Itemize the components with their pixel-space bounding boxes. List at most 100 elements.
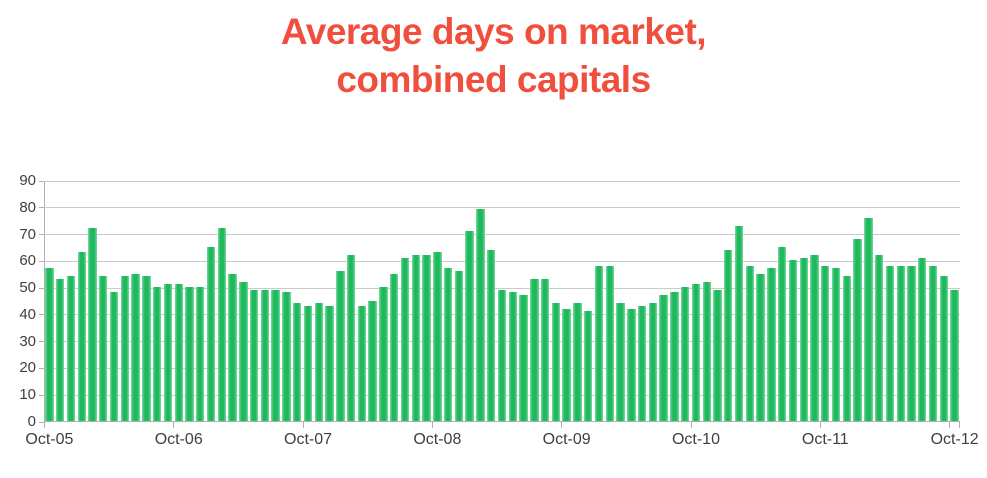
- bar: [260, 289, 270, 421]
- y-axis-tick: [39, 314, 44, 316]
- x-axis-tick: [819, 422, 821, 428]
- y-axis-tick: [39, 394, 44, 396]
- bar: [476, 209, 485, 421]
- bar: [648, 303, 658, 421]
- y-axis-tick-label: 90: [19, 172, 36, 189]
- bar: [519, 295, 528, 421]
- bar: [487, 249, 496, 421]
- x-axis-tick-label: Oct-06: [154, 431, 203, 448]
- x-axis-tick: [173, 422, 175, 428]
- bar: [853, 238, 862, 421]
- x-axis-tick-label: Oct-07: [284, 431, 333, 448]
- bar: [874, 254, 884, 421]
- y-axis-tick: [39, 341, 44, 343]
- y-axis-tick-label: 70: [19, 225, 36, 243]
- y-axis-tick: [39, 180, 44, 182]
- bar-chart: 0 10 20 30 40 50 60 70 80 90 Oct-05 Oct-06 Oct-07 Oc…: [0, 172, 987, 471]
- bar: [659, 295, 668, 421]
- x-axis-tick: [44, 422, 45, 428]
- bar: [185, 287, 194, 421]
- y-axis-tick-label: 40: [19, 305, 36, 323]
- bar: [174, 284, 183, 421]
- bar: [368, 300, 377, 421]
- bar: [540, 279, 550, 421]
- bar: [551, 303, 561, 421]
- bar: [314, 303, 323, 421]
- bar: [217, 228, 226, 421]
- gridline: [44, 260, 960, 262]
- bar: [282, 292, 291, 421]
- bar: [271, 289, 280, 421]
- y-axis-tick-label: 30: [19, 332, 36, 350]
- bar: [799, 257, 808, 421]
- x-axis-tick-label: Oct-10: [671, 431, 720, 448]
- bar: [346, 254, 356, 421]
- x-axis-tick: [561, 422, 563, 428]
- bar: [390, 273, 399, 421]
- bar: [357, 305, 367, 421]
- bar: [249, 289, 259, 421]
- bar: [422, 254, 431, 421]
- gridline: [44, 180, 960, 182]
- bar: [756, 273, 765, 421]
- bar: [627, 308, 636, 421]
- y-axis-tick-label: 0: [27, 413, 36, 430]
- x-axis-tick-label: Oct-11: [801, 431, 849, 448]
- bar: [163, 284, 173, 421]
- bar: [702, 281, 711, 421]
- y-axis-line: [44, 181, 45, 422]
- y-axis-tick: [39, 207, 44, 209]
- bar: [465, 230, 474, 421]
- bar: [918, 257, 927, 421]
- bar: [239, 281, 248, 421]
- bar: [734, 225, 744, 421]
- x-axis-tick: [959, 422, 960, 428]
- y-axis-tick: [39, 287, 44, 289]
- bar: [443, 268, 453, 421]
- bar: [77, 252, 86, 421]
- x-axis-tick-labels: Oct-05 Oct-06 Oct-07 Oct-08 Oct-09 Oct-10 Oct-…: [25, 431, 978, 453]
- bar: [433, 252, 442, 421]
- bar: [228, 273, 237, 421]
- bar: [336, 271, 345, 421]
- gridline: [44, 287, 960, 289]
- bar: [99, 276, 108, 421]
- bar: [379, 287, 388, 421]
- bar: [55, 279, 65, 421]
- x-axis-tick-label: Oct-08: [413, 431, 462, 448]
- gridline: [44, 234, 960, 236]
- bar: [293, 303, 302, 421]
- bar: [885, 265, 895, 421]
- bar: [842, 276, 852, 421]
- x-axis-tick: [431, 422, 433, 428]
- plot-area: [39, 180, 960, 428]
- bar: [325, 305, 334, 421]
- chart-title-line1: Average days on market,: [280, 11, 707, 52]
- bar: [530, 279, 539, 421]
- x-axis-tick: [302, 422, 304, 428]
- bar: [896, 265, 905, 421]
- bar: [400, 257, 410, 421]
- y-axis-tick-label: 50: [19, 279, 36, 297]
- gridline: [44, 207, 960, 209]
- bar: [411, 254, 420, 421]
- bar: [562, 308, 571, 421]
- bar: [120, 276, 129, 421]
- y-axis-tick: [39, 260, 44, 262]
- bar: [831, 268, 841, 421]
- x-axis-tick: [949, 422, 951, 428]
- y-axis-tick: [39, 421, 44, 423]
- x-axis-tick-label: Oct-09: [542, 431, 591, 448]
- bar: [88, 228, 97, 421]
- bar: [616, 303, 625, 421]
- bar: [594, 265, 604, 421]
- chart-title-line2: combined capitals: [336, 59, 651, 101]
- bar: [605, 265, 614, 421]
- x-axis-tick: [690, 422, 692, 428]
- bar: [142, 276, 151, 421]
- bar: [810, 254, 819, 421]
- y-axis-tick-label: 80: [19, 198, 36, 216]
- bar: [637, 305, 647, 421]
- bar: [724, 249, 733, 421]
- bar: [713, 289, 722, 421]
